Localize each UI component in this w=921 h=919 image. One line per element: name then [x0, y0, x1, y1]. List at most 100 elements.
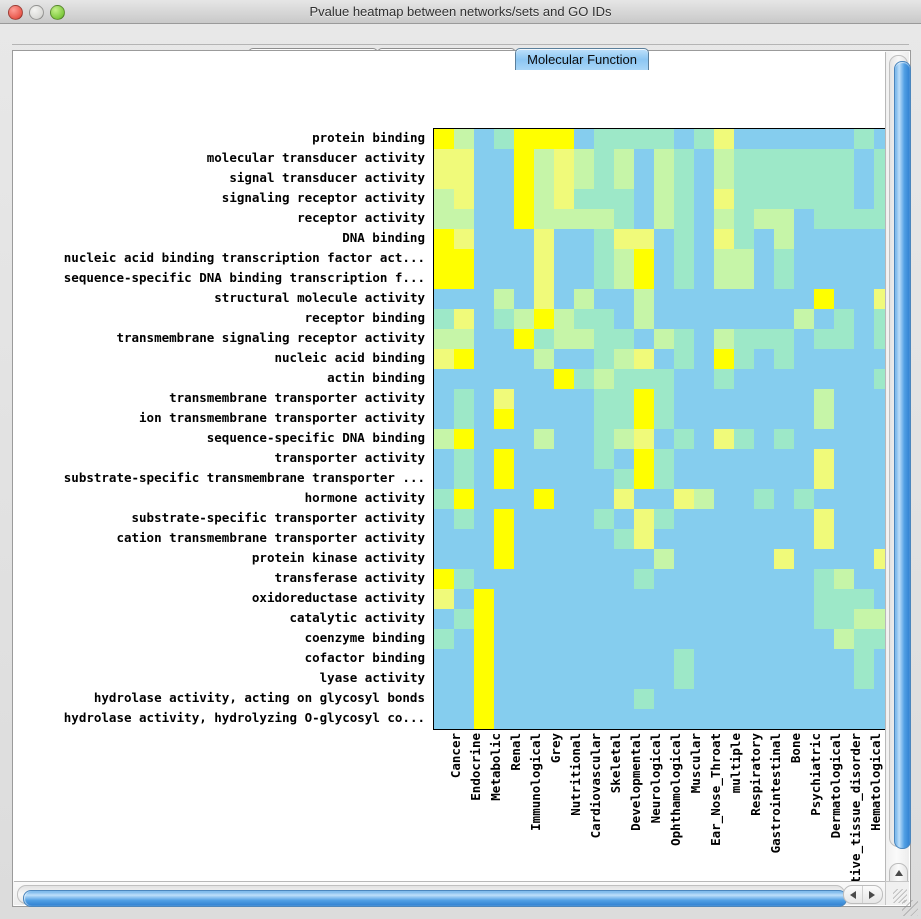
heatmap-cell[interactable]	[734, 289, 754, 309]
heatmap-cell[interactable]	[514, 229, 534, 249]
heatmap-cell[interactable]	[474, 609, 494, 629]
heatmap-cell[interactable]	[554, 589, 574, 609]
heatmap-cell[interactable]	[674, 709, 694, 729]
heatmap-cell[interactable]	[674, 389, 694, 409]
heatmap-cell[interactable]	[714, 229, 734, 249]
horizontal-scroll-track[interactable]	[17, 885, 847, 907]
heatmap-cell[interactable]	[654, 329, 674, 349]
heatmap-cell[interactable]	[614, 389, 634, 409]
heatmap-cell[interactable]	[834, 609, 854, 629]
heatmap-cell[interactable]	[614, 589, 634, 609]
heatmap-cell[interactable]	[634, 449, 654, 469]
heatmap-cell[interactable]	[634, 649, 654, 669]
heatmap-cell[interactable]	[834, 169, 854, 189]
heatmap-cell[interactable]	[474, 629, 494, 649]
heatmap-cell[interactable]	[574, 409, 594, 429]
heatmap-cell[interactable]	[714, 149, 734, 169]
heatmap-cell[interactable]	[514, 709, 534, 729]
heatmap-cell[interactable]	[754, 269, 774, 289]
heatmap-cell[interactable]	[554, 629, 574, 649]
heatmap-cell[interactable]	[874, 349, 885, 369]
heatmap-cell[interactable]	[534, 409, 554, 429]
heatmap-cell[interactable]	[734, 169, 754, 189]
heatmap-cell[interactable]	[654, 229, 674, 249]
heatmap-cell[interactable]	[794, 589, 814, 609]
heatmap-cell[interactable]	[514, 169, 534, 189]
heatmap-cell[interactable]	[814, 369, 834, 389]
heatmap-cell[interactable]	[754, 369, 774, 389]
heatmap-cell[interactable]	[434, 589, 454, 609]
heatmap-cell[interactable]	[594, 489, 614, 509]
heatmap-cell[interactable]	[874, 149, 885, 169]
heatmap-cell[interactable]	[834, 689, 854, 709]
heatmap-cell[interactable]	[814, 669, 834, 689]
heatmap-cell[interactable]	[874, 669, 885, 689]
heatmap-cell[interactable]	[734, 529, 754, 549]
heatmap-cell[interactable]	[434, 709, 454, 729]
heatmap-cell[interactable]	[614, 709, 634, 729]
heatmap-cell[interactable]	[674, 669, 694, 689]
heatmap-cell[interactable]	[634, 389, 654, 409]
heatmap-cell[interactable]	[854, 129, 874, 149]
heatmap-cell[interactable]	[714, 309, 734, 329]
heatmap-cell[interactable]	[814, 329, 834, 349]
heatmap-cell[interactable]	[554, 249, 574, 269]
heatmap-cell[interactable]	[754, 329, 774, 349]
heatmap-cell[interactable]	[654, 609, 674, 629]
heatmap-cell[interactable]	[434, 409, 454, 429]
heatmap-cell[interactable]	[594, 449, 614, 469]
heatmap-cell[interactable]	[654, 709, 674, 729]
heatmap-cell[interactable]	[654, 509, 674, 529]
heatmap-cell[interactable]	[794, 369, 814, 389]
heatmap-cell[interactable]	[734, 429, 754, 449]
vertical-scrollbar[interactable]	[885, 52, 911, 905]
heatmap-cell[interactable]	[494, 449, 514, 469]
heatmap-cell[interactable]	[814, 169, 834, 189]
heatmap-cell[interactable]	[554, 449, 574, 469]
heatmap-cell[interactable]	[494, 589, 514, 609]
heatmap-grid[interactable]	[433, 128, 885, 730]
heatmap-cell[interactable]	[474, 469, 494, 489]
heatmap-cell[interactable]	[574, 629, 594, 649]
heatmap-cell[interactable]	[754, 229, 774, 249]
heatmap-cell[interactable]	[694, 409, 714, 429]
heatmap-cell[interactable]	[654, 549, 674, 569]
heatmap-cell[interactable]	[654, 669, 674, 689]
heatmap-cell[interactable]	[714, 169, 734, 189]
heatmap-cell[interactable]	[474, 709, 494, 729]
heatmap-cell[interactable]	[574, 589, 594, 609]
heatmap-cell[interactable]	[514, 289, 534, 309]
horizontal-scroll-thumb[interactable]	[23, 890, 847, 907]
heatmap-cell[interactable]	[534, 549, 554, 569]
heatmap-cell[interactable]	[494, 649, 514, 669]
heatmap-cell[interactable]	[794, 289, 814, 309]
heatmap-cell[interactable]	[654, 309, 674, 329]
heatmap-cell[interactable]	[554, 409, 574, 429]
heatmap-cell[interactable]	[794, 389, 814, 409]
heatmap-cell[interactable]	[554, 469, 574, 489]
heatmap-cell[interactable]	[574, 309, 594, 329]
heatmap-cell[interactable]	[854, 189, 874, 209]
heatmap-cell[interactable]	[814, 149, 834, 169]
heatmap-cell[interactable]	[634, 709, 654, 729]
heatmap-cell[interactable]	[514, 689, 534, 709]
heatmap-cell[interactable]	[814, 549, 834, 569]
heatmap-cell[interactable]	[574, 389, 594, 409]
heatmap-cell[interactable]	[514, 629, 534, 649]
heatmap-cell[interactable]	[674, 149, 694, 169]
heatmap-cell[interactable]	[674, 569, 694, 589]
heatmap-cell[interactable]	[614, 289, 634, 309]
heatmap-cell[interactable]	[874, 629, 885, 649]
heatmap-cell[interactable]	[774, 449, 794, 469]
heatmap-cell[interactable]	[594, 629, 614, 649]
heatmap-cell[interactable]	[734, 149, 754, 169]
heatmap-cell[interactable]	[754, 549, 774, 569]
heatmap-cell[interactable]	[554, 549, 574, 569]
heatmap-cell[interactable]	[654, 409, 674, 429]
heatmap-cell[interactable]	[674, 529, 694, 549]
minimize-button[interactable]	[29, 5, 44, 20]
heatmap-cell[interactable]	[534, 329, 554, 349]
heatmap-cell[interactable]	[794, 189, 814, 209]
heatmap-cell[interactable]	[814, 289, 834, 309]
heatmap-cell[interactable]	[454, 409, 474, 429]
